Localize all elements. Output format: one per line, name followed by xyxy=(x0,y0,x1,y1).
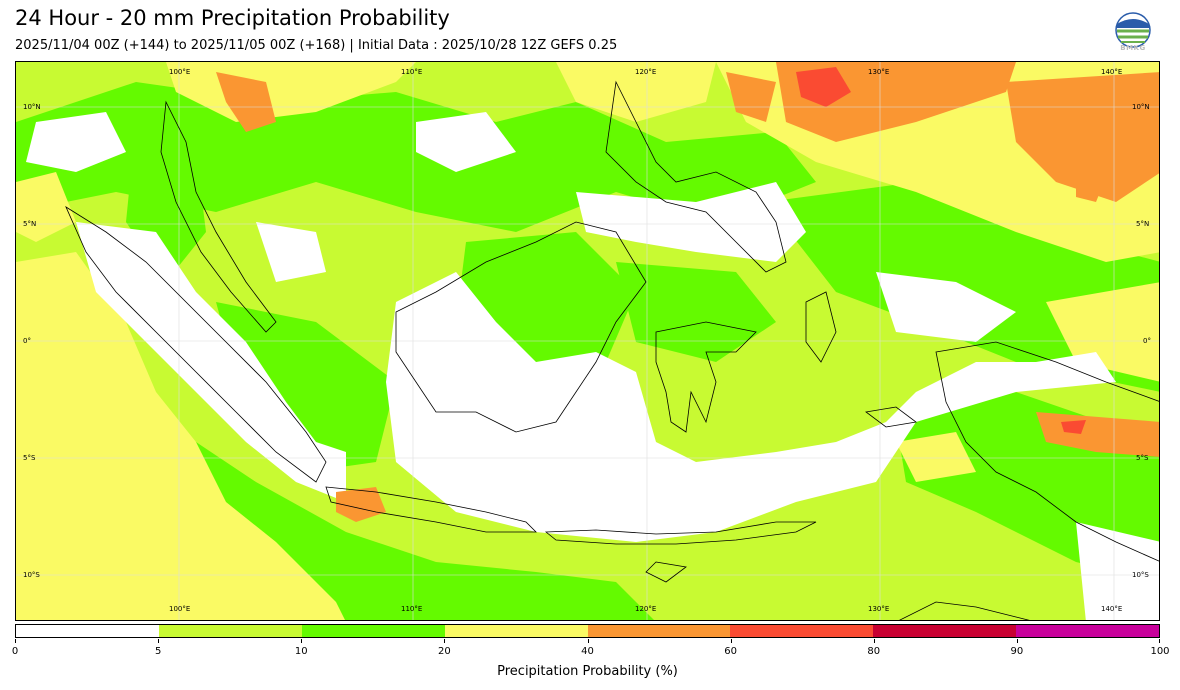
colorbar-tick-label: 80 xyxy=(867,646,881,657)
chart-subtitle: 2025/11/04 00Z (+144) to 2025/11/05 00Z … xyxy=(15,38,618,53)
white-layer xyxy=(26,112,1159,620)
chart-title: 24 Hour - 20 mm Precipitation Probabilit… xyxy=(15,6,450,30)
colorbar xyxy=(15,624,1160,638)
lon-label-top: 130°E xyxy=(868,68,890,76)
precipitation-map: 100°E 110°E 120°E 130°E 140°E 100°E 110°… xyxy=(15,61,1160,621)
colorbar-title: Precipitation Probability (%) xyxy=(497,664,678,679)
colorbar-segment xyxy=(730,625,874,637)
lon-label-top: 120°E xyxy=(635,68,657,76)
colorbar-tick xyxy=(301,639,303,643)
colorbar-segment xyxy=(587,625,731,637)
colorbar-segment xyxy=(158,625,302,637)
colorbar-segment xyxy=(1016,625,1159,637)
colorbar-tick-label: 100 xyxy=(1150,646,1170,657)
lat-label-right: 0° xyxy=(1143,337,1151,345)
graticule xyxy=(16,62,1159,620)
colorbar-tick-label: 5 xyxy=(154,646,162,657)
colorbar-segment xyxy=(873,625,1017,637)
colorbar-segment xyxy=(16,625,159,637)
colorbar-tick xyxy=(587,639,589,643)
colorbar-tick xyxy=(444,639,446,643)
colorbar-tick xyxy=(15,639,16,643)
colorbar-segment xyxy=(444,625,588,637)
colorbar-tick xyxy=(158,639,160,643)
lat-label-left: 10°S xyxy=(23,571,40,579)
lat-label-left: 5°N xyxy=(23,220,37,228)
colorbar-tick xyxy=(873,639,875,643)
colorbar-segment xyxy=(301,625,445,637)
lat-label-right: 10°N xyxy=(1132,103,1150,111)
lon-label-top: 140°E xyxy=(1101,68,1123,76)
colorbar-tick xyxy=(1016,639,1018,643)
lon-label-bottom: 100°E xyxy=(169,605,191,613)
logo-text: BMKG xyxy=(1120,44,1146,52)
colorbar-tick-label: 0 xyxy=(11,646,19,657)
map-canvas xyxy=(16,62,1159,620)
red-layer xyxy=(796,67,1086,434)
colorbar-tick-label: 90 xyxy=(1010,646,1024,657)
lon-label-bottom: 140°E xyxy=(1101,605,1123,613)
colorbar-tick-label: 20 xyxy=(438,646,451,657)
colorbar-tick-label: 40 xyxy=(581,646,594,657)
colorbar-tick xyxy=(730,639,732,643)
lon-label-bottom: 130°E xyxy=(868,605,890,613)
colorbar-tick-label: 10 xyxy=(294,646,308,657)
lon-label-top: 100°E xyxy=(169,68,191,76)
lat-label-left: 10°N xyxy=(23,103,41,111)
lat-label-left: 5°S xyxy=(23,454,36,462)
lat-label-right: 5°N xyxy=(1136,220,1150,228)
lon-label-top: 110°E xyxy=(401,68,423,76)
colorbar-tick-label: 60 xyxy=(724,646,737,657)
coastlines xyxy=(65,80,1159,620)
lon-label-bottom: 110°E xyxy=(401,605,423,613)
lat-label-left: 0° xyxy=(23,337,31,345)
colorbar-tick xyxy=(1159,639,1160,643)
lon-label-bottom: 120°E xyxy=(635,605,657,613)
lat-label-right: 5°S xyxy=(1136,454,1149,462)
lat-label-right: 10°S xyxy=(1132,571,1149,579)
bmkg-logo-icon xyxy=(1115,12,1151,48)
